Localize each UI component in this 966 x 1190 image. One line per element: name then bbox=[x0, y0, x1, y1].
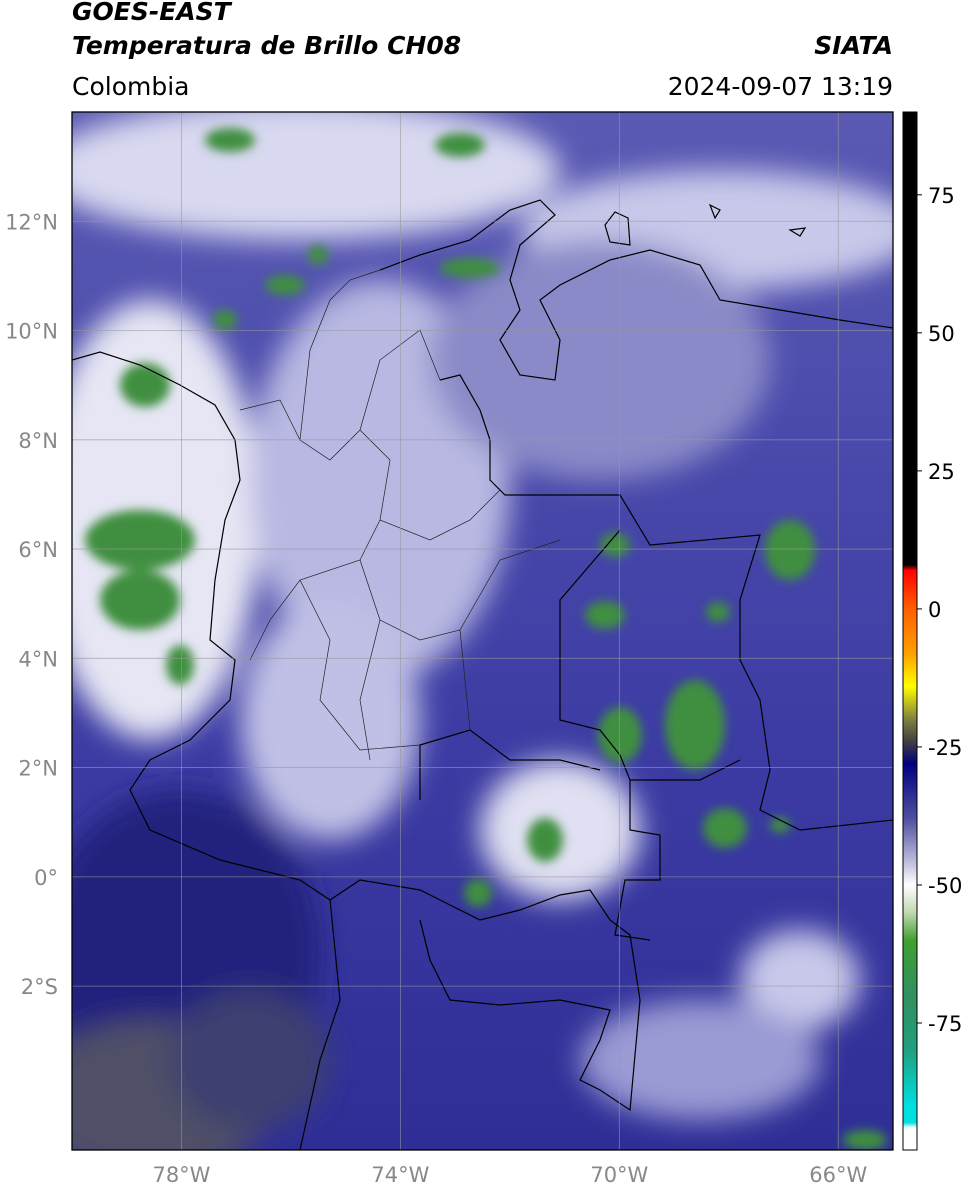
imagery bbox=[72, 112, 893, 1150]
north-coast bbox=[379, 199, 893, 381]
y-tick-label: 4°N bbox=[18, 647, 58, 671]
islands bbox=[604, 203, 807, 246]
colorbar bbox=[902, 111, 918, 1151]
colorbar-tick-label: -25 bbox=[928, 736, 962, 760]
agency: SIATA bbox=[814, 31, 893, 60]
y-tick-label: 10°N bbox=[5, 320, 58, 344]
colorbar-tick-label: 0 bbox=[928, 598, 941, 622]
colorbar-tick-label: 50 bbox=[928, 322, 955, 346]
border bbox=[419, 374, 893, 941]
y-tick-label: 2°S bbox=[21, 975, 58, 999]
borders bbox=[72, 199, 893, 1150]
colorbar-tick-label: 25 bbox=[928, 460, 955, 484]
y-tick-label: 6°N bbox=[18, 538, 58, 562]
x-tick-label: 70°W bbox=[590, 1163, 648, 1187]
y-tick-label: 0° bbox=[34, 866, 58, 890]
colorbar-tick-label: -50 bbox=[928, 874, 962, 898]
y-tick-label: 2°N bbox=[18, 757, 58, 781]
colorbar-tick-label: 75 bbox=[928, 184, 955, 208]
x-tick-label: 74°W bbox=[371, 1163, 429, 1187]
product: Temperatura de Brillo CH08 bbox=[72, 31, 461, 60]
y-tick-label: 8°N bbox=[18, 429, 58, 453]
map-frame bbox=[71, 111, 894, 1151]
x-tick-label: 66°W bbox=[809, 1163, 867, 1187]
timestamp: 2024-09-07 13:19 bbox=[668, 72, 893, 101]
region: Colombia bbox=[72, 72, 189, 101]
coast bbox=[72, 351, 641, 1150]
cold-tops bbox=[85, 128, 887, 1150]
grid bbox=[72, 112, 893, 1150]
satellite: GOES-EAST bbox=[72, 0, 233, 26]
x-tick-label: 78°W bbox=[152, 1163, 210, 1187]
colorbar-tick-label: -75 bbox=[928, 1012, 962, 1036]
clouds bbox=[72, 112, 893, 1150]
y-tick-label: 12°N bbox=[5, 210, 58, 234]
